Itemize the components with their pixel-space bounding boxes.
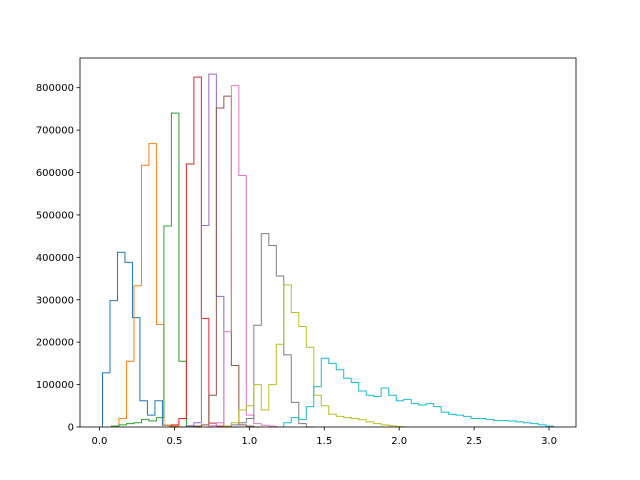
histogram-series-7 (208, 85, 284, 428)
y-tick-label: 100000 (36, 380, 74, 391)
series-layer (101, 73, 555, 428)
axes-frame (79, 57, 577, 428)
y-tick-label: 400000 (36, 253, 74, 264)
x-axis-ticks: 0.0 0.5 1.0 1.5 2.0 2.5 3.0 (92, 427, 557, 447)
histogram-series-6 (193, 95, 262, 428)
histogram-series-8 (223, 233, 314, 428)
y-tick-label: 500000 (36, 210, 74, 221)
x-tick-label: 2.5 (466, 436, 482, 447)
y-tick-label: 800000 (36, 83, 74, 94)
y-axis-ticks: 0 100000 200000 300000 400000 500000 600000 700… (36, 83, 80, 434)
x-tick-label: 0.5 (166, 436, 182, 447)
y-tick-label: 300000 (36, 295, 74, 306)
y-tick-label: 700000 (36, 126, 74, 137)
histogram-series-1 (101, 251, 178, 428)
x-tick-label: 2.0 (391, 436, 407, 447)
histogram-series-10 (283, 357, 555, 427)
x-tick-label: 1.0 (241, 436, 257, 447)
y-tick-label: 0 (68, 423, 74, 434)
axes-background (80, 58, 576, 427)
x-tick-label: 3.0 (541, 436, 557, 447)
histogram-series-9 (223, 284, 405, 428)
y-tick-label: 600000 (36, 168, 74, 179)
x-tick-label: 0.0 (92, 436, 108, 447)
histogram-series-4 (170, 76, 232, 428)
y-tick-label: 200000 (36, 338, 74, 349)
plot-area: 0.0 0.5 1.0 1.5 2.0 2.5 3.0 0 100000 200000 30000… (36, 57, 577, 447)
x-tick-label: 1.5 (316, 436, 332, 447)
